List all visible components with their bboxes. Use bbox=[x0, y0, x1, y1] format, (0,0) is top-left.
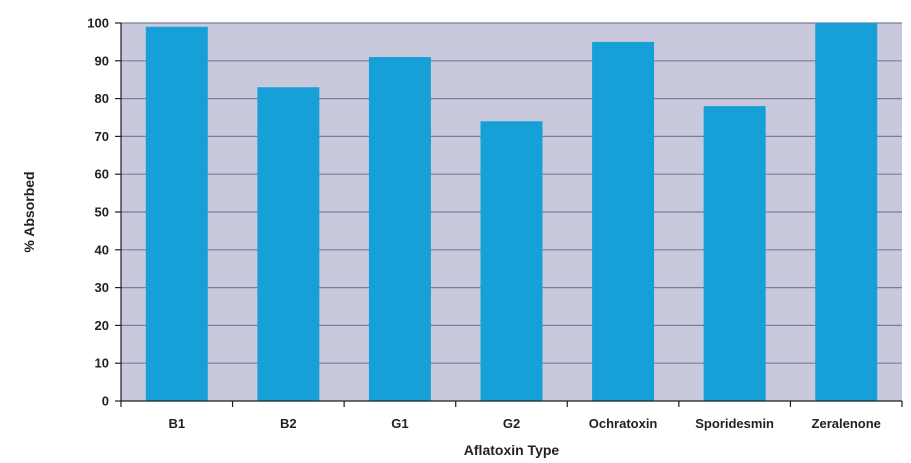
bar-g2 bbox=[480, 121, 543, 401]
y-tick-label: 70 bbox=[95, 129, 109, 144]
x-axis-ticks: B1 B2 G1 G2 Ochratoxin Sporidesmin Zeralenone bbox=[120, 401, 903, 431]
y-axis-title: % Absorbed bbox=[21, 171, 37, 252]
bar-ochratoxin bbox=[592, 41, 655, 402]
bar-b1 bbox=[145, 26, 208, 402]
y-tick-label: 60 bbox=[95, 167, 109, 182]
bars bbox=[145, 23, 878, 402]
y-tick-label: 100 bbox=[87, 16, 109, 31]
x-tick-label: Ochratoxin bbox=[589, 416, 658, 431]
y-tick-label: 0 bbox=[102, 394, 109, 409]
y-tick-label: 30 bbox=[95, 280, 109, 295]
x-tick-label: Sporidesmin bbox=[695, 416, 774, 431]
x-tick-label: Zeralenone bbox=[812, 416, 881, 431]
x-axis-title: Aflatoxin Type bbox=[464, 442, 560, 458]
y-tick-label: 50 bbox=[95, 205, 109, 220]
bar-b2 bbox=[257, 87, 320, 401]
y-tick-label: 80 bbox=[95, 91, 109, 106]
x-tick-label: G1 bbox=[391, 416, 408, 431]
bar-g1 bbox=[368, 57, 431, 402]
bar-zeralenone bbox=[815, 23, 878, 401]
x-tick-label: B2 bbox=[280, 416, 297, 431]
y-axis-ticks: 0 10 20 30 40 50 60 70 80 90 100 bbox=[87, 16, 121, 409]
x-tick-label: G2 bbox=[503, 416, 520, 431]
y-tick-label: 10 bbox=[95, 356, 109, 371]
y-tick-label: 40 bbox=[95, 242, 109, 257]
bar-sporidesmin bbox=[703, 106, 766, 401]
y-tick-label: 20 bbox=[95, 318, 109, 333]
x-tick-label: B1 bbox=[168, 416, 185, 431]
y-tick-label: 90 bbox=[95, 53, 109, 68]
